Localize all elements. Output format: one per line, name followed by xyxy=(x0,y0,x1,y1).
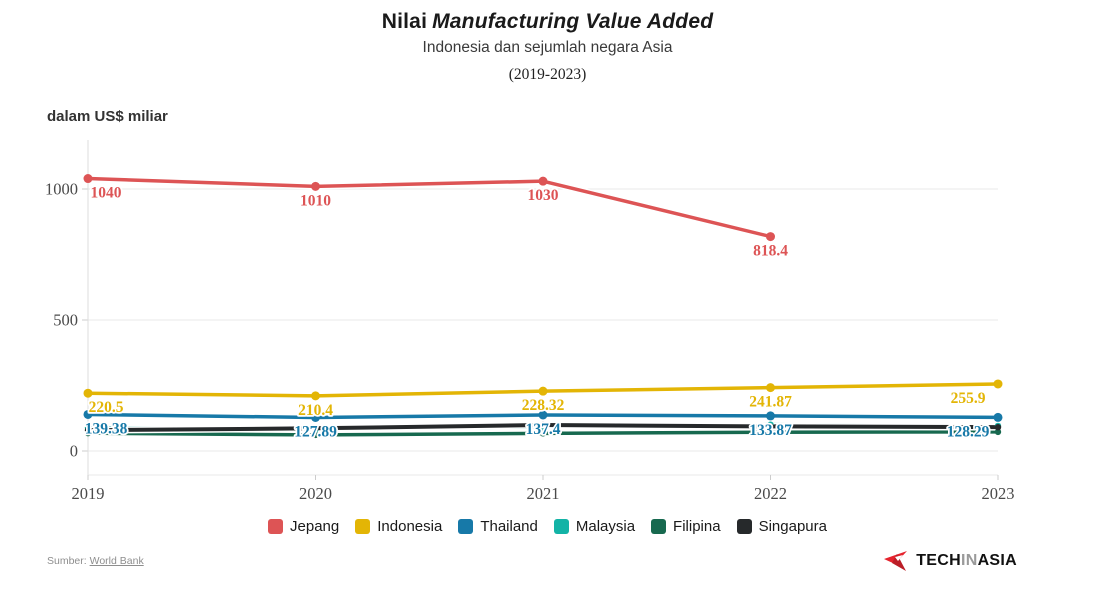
x-tick-label: 2023 xyxy=(982,484,1015,503)
legend-swatch-icon xyxy=(651,519,667,534)
techinasia-logo-icon xyxy=(884,551,908,571)
logo-in: IN xyxy=(960,552,978,569)
data-point-jepang xyxy=(766,232,775,242)
data-point-thailand xyxy=(538,410,548,420)
series-halo-jepang xyxy=(84,175,774,240)
legend-label: Singapura xyxy=(758,518,827,535)
x-tick-label: 2022 xyxy=(754,484,787,503)
y-tick-label: 500 xyxy=(53,311,78,330)
data-point-filipina xyxy=(994,428,1002,436)
data-label-jepang: 1040 xyxy=(91,185,122,202)
data-label-indonesia: 255.9 xyxy=(951,390,986,407)
data-label-thailand: 133.87 xyxy=(749,422,792,439)
legend-item-singapura[interactable]: Singapura xyxy=(736,518,827,535)
legend-label: Thailand xyxy=(480,518,538,535)
data-point-thailand xyxy=(766,411,775,421)
chart-legend: Jepang Indonesia Thailand Malaysia Filipina S… xyxy=(0,518,1095,535)
data-point-thailand xyxy=(311,412,320,422)
data-label-indonesia: 220.5 xyxy=(89,399,124,416)
data-label-thailand: 137.4 xyxy=(526,421,561,438)
data-label-thailand: 128.29 xyxy=(947,423,990,440)
legend-swatch-icon xyxy=(355,519,371,534)
legend-item-filipina[interactable]: Filipina xyxy=(651,518,721,535)
data-point-thailand xyxy=(83,409,93,419)
data-label-indonesia: 210.4 xyxy=(298,402,333,419)
legend-swatch-icon xyxy=(458,519,474,534)
legend-item-thailand[interactable]: Thailand xyxy=(458,518,538,535)
data-point-filipina xyxy=(767,429,774,436)
techinasia-logo-text: TECHINASIA xyxy=(916,552,1017,570)
data-point-singapura xyxy=(994,423,1002,431)
data-point-indonesia xyxy=(993,379,1003,389)
x-tick-label: 2021 xyxy=(527,484,560,503)
chart-header: Nilai Manufacturing Value Added Indonesia… xyxy=(0,10,1095,84)
data-label-indonesia: 228.32 xyxy=(522,397,565,414)
techinasia-logo: TECHINASIA xyxy=(883,550,1017,572)
data-label-indonesia: 241.87 xyxy=(749,394,792,411)
data-point-singapura xyxy=(312,425,319,432)
legend-label: Filipina xyxy=(673,518,721,535)
data-point-filipina xyxy=(539,430,547,437)
y-axis-unit-label: dalam US$ miliar xyxy=(47,108,168,125)
source-prefix: Sumber: xyxy=(47,555,90,567)
source-note: Sumber: World Bank xyxy=(47,555,144,567)
y-tick-label: 1000 xyxy=(45,180,78,199)
data-label-jepang: 818.4 xyxy=(753,243,788,260)
legend-item-malaysia[interactable]: Malaysia xyxy=(553,518,636,535)
data-point-indonesia xyxy=(538,386,548,396)
data-label-jepang: 1010 xyxy=(300,192,331,209)
data-label-thailand: 139.38 xyxy=(85,420,128,437)
data-label-jepang: 1030 xyxy=(528,187,559,204)
data-point-indonesia xyxy=(766,383,775,393)
legend-swatch-icon xyxy=(553,519,569,534)
data-point-thailand xyxy=(993,412,1003,422)
page-title: Nilai Manufacturing Value Added xyxy=(0,10,1095,34)
data-label-thailand: 127.89 xyxy=(294,423,337,440)
data-point-jepang xyxy=(538,176,548,186)
x-tick-label: 2020 xyxy=(299,484,332,503)
y-tick-label: 0 xyxy=(70,442,78,461)
data-point-singapura xyxy=(767,423,774,430)
data-point-indonesia xyxy=(83,388,93,398)
legend-swatch-icon xyxy=(268,519,284,534)
title-plain: Nilai xyxy=(381,10,428,33)
legend-swatch-icon xyxy=(736,519,752,534)
legend-label: Indonesia xyxy=(377,518,443,535)
logo-asia: ASIA xyxy=(977,552,1017,569)
legend-item-jepang[interactable]: Jepang xyxy=(268,518,339,535)
chart-period: (2019-2023) xyxy=(508,66,587,83)
title-italic: Manufacturing Value Added xyxy=(432,10,714,33)
chart-subtitle: Indonesia dan sejumlah negara Asia xyxy=(422,39,673,56)
x-tick-label: 2019 xyxy=(72,484,105,503)
series-line-jepang xyxy=(86,176,773,239)
data-point-indonesia xyxy=(311,391,320,401)
legend-item-indonesia[interactable]: Indonesia xyxy=(355,518,442,535)
legend-label: Jepang xyxy=(290,518,340,535)
data-point-singapura xyxy=(539,421,547,429)
legend-label: Malaysia xyxy=(575,518,636,535)
data-point-jepang xyxy=(83,174,93,184)
data-point-jepang xyxy=(311,181,320,191)
data-point-filipina xyxy=(312,431,319,439)
logo-tech: TECH xyxy=(916,552,961,569)
data-point-singapura xyxy=(84,427,92,434)
source-link[interactable]: World Bank xyxy=(89,555,144,567)
